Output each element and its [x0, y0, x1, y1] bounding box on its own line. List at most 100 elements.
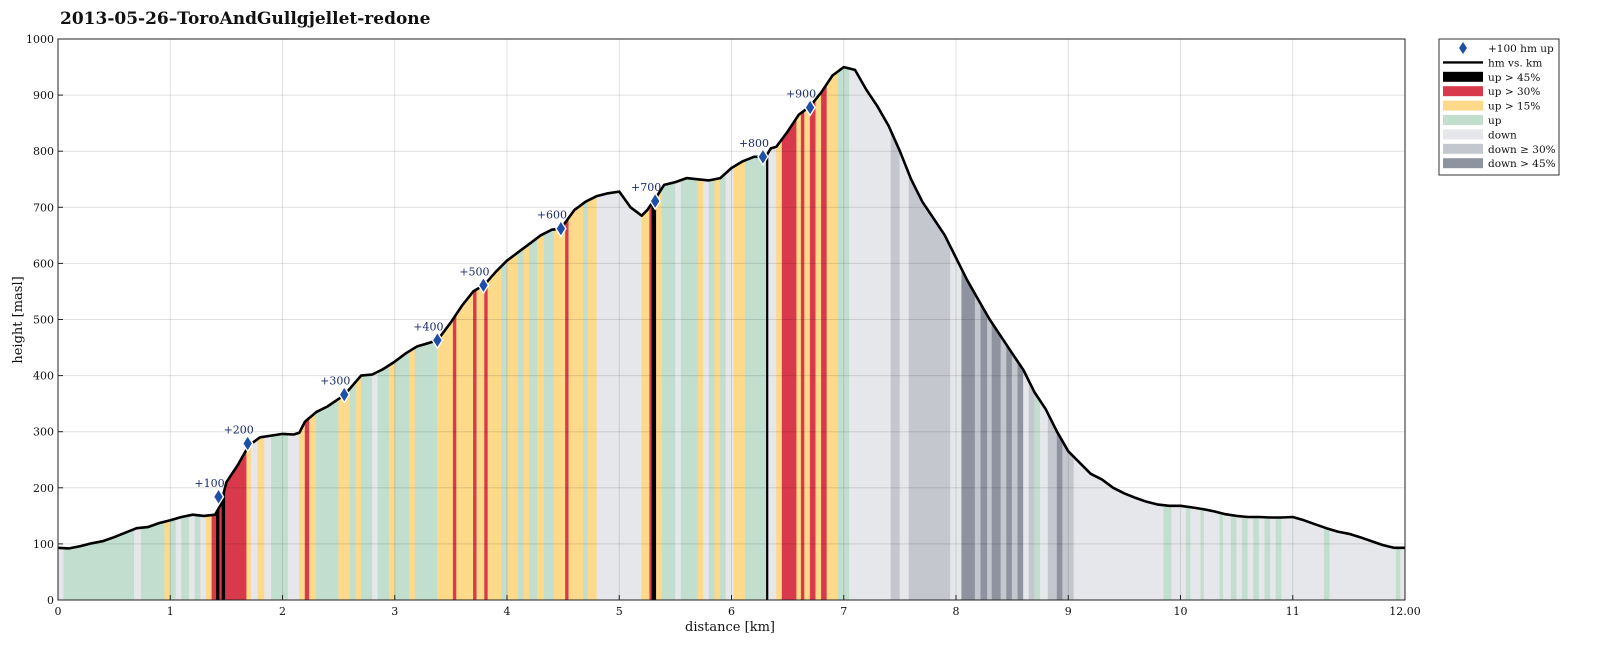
segment-up15	[697, 179, 704, 601]
segment-up	[271, 434, 278, 601]
climb-marker	[431, 330, 444, 350]
y-tick-label: 900	[33, 89, 54, 102]
segment-up	[1185, 506, 1191, 601]
segment-up	[316, 398, 339, 601]
segment-up30	[225, 448, 247, 601]
segment-down45	[1017, 360, 1024, 601]
segment-down	[703, 179, 710, 601]
segment-down	[849, 68, 892, 601]
segment-down	[175, 516, 182, 601]
segment-up15	[714, 177, 721, 601]
segment-up	[708, 179, 715, 601]
legend-label-up: up	[1488, 115, 1502, 127]
segment-up15	[437, 318, 454, 601]
segment-down30	[974, 293, 981, 601]
climb-marker-label: +100	[194, 477, 224, 490]
segment-up	[680, 177, 698, 601]
climb-marker	[477, 275, 490, 295]
climb-marker	[241, 434, 254, 453]
segment-up	[1264, 517, 1271, 601]
segment-up15	[523, 243, 530, 601]
segment-up	[1275, 517, 1282, 601]
segment-up	[744, 154, 767, 601]
segment-up15	[164, 520, 171, 601]
segment-up	[1230, 514, 1237, 601]
segment-down	[1281, 516, 1325, 601]
segment-up	[1395, 547, 1401, 601]
segment-up15	[815, 91, 822, 601]
segment-up	[661, 181, 676, 601]
legend-label-up15: up > 15%	[1488, 101, 1540, 113]
segment-up15	[826, 70, 839, 601]
y-tick-label: 200	[33, 482, 54, 495]
segment-down	[200, 515, 207, 601]
segment-up15	[656, 187, 663, 601]
segment-up30	[219, 500, 223, 601]
plot-area: 0 1 2 3 4 5 6 7 8 9 10 11 12.00 0 100 200 300 400 500 600 70…	[26, 33, 1421, 618]
segment-up15	[733, 160, 746, 601]
legend-marker-icon	[1459, 42, 1467, 54]
segment-up	[501, 260, 508, 601]
segment-down	[250, 438, 258, 601]
segment-down45	[961, 268, 976, 601]
y-tick-label: 0	[47, 594, 54, 607]
segment-down	[134, 527, 142, 601]
segment-up30	[452, 313, 457, 601]
x-tick-label: 0	[55, 605, 62, 618]
segment-up	[583, 200, 588, 601]
legend-swatch-up15	[1443, 100, 1483, 111]
segment-up15	[205, 514, 213, 601]
segment-up15	[476, 284, 485, 601]
y-tick-label: 400	[33, 370, 54, 383]
segment-up15	[776, 138, 783, 601]
climb-marker-label: +200	[224, 423, 254, 436]
x-tick-label: 10	[1174, 605, 1188, 618]
x-tick-label: 8	[953, 605, 960, 618]
segment-down45	[1056, 431, 1063, 601]
y-tick-label: 500	[33, 314, 54, 327]
climb-marker	[555, 219, 567, 238]
segment-up45	[221, 486, 226, 601]
x-tick-label: 7	[840, 605, 847, 618]
segment-up15	[338, 388, 351, 601]
segment-down	[1270, 517, 1277, 601]
x-tick-label: 6	[728, 605, 735, 618]
segment-down	[1222, 513, 1232, 601]
segment-down	[1236, 515, 1243, 601]
x-tick-label: 1	[167, 605, 174, 618]
segment-up15	[309, 411, 317, 601]
elevation-line	[57, 65, 1405, 550]
segment-up45	[651, 196, 657, 601]
segment-up15	[537, 233, 545, 601]
legend-label-marker: +100 hm up	[1488, 43, 1554, 55]
legend-label-up30: up > 30%	[1488, 86, 1540, 98]
segment-down	[287, 432, 300, 601]
segment-up30	[781, 117, 797, 601]
segment-up15	[553, 221, 566, 601]
legend-label-down30: down ≥ 30%	[1488, 144, 1556, 156]
segment-down	[1247, 516, 1254, 601]
segment-down30	[1047, 413, 1058, 601]
segment-down	[1039, 400, 1049, 601]
segment-up	[1241, 516, 1249, 601]
climb-marker	[649, 191, 661, 211]
y-axis-label: height [masl]	[11, 276, 26, 363]
segment-up	[720, 172, 727, 601]
segment-down	[768, 146, 777, 601]
climb-marker-label: +500	[459, 265, 489, 278]
segment-down	[1329, 528, 1397, 601]
segment-up30	[304, 417, 310, 601]
y-tick-label: 800	[33, 145, 54, 158]
x-tick-label: 5	[616, 605, 623, 618]
x-tick-label: 9	[1065, 605, 1072, 618]
segment-up	[63, 528, 135, 601]
segment-up	[377, 364, 390, 601]
segment-down30	[890, 130, 901, 601]
legend-label-line: hm vs. km	[1488, 57, 1542, 69]
segment-down30	[1028, 381, 1035, 601]
x-axis-label: distance [km]	[685, 620, 775, 635]
legend-swatch-up45	[1443, 71, 1483, 82]
segment-up15	[796, 112, 802, 601]
segment-down	[189, 514, 196, 601]
y-tick-label: 1000	[26, 33, 54, 46]
